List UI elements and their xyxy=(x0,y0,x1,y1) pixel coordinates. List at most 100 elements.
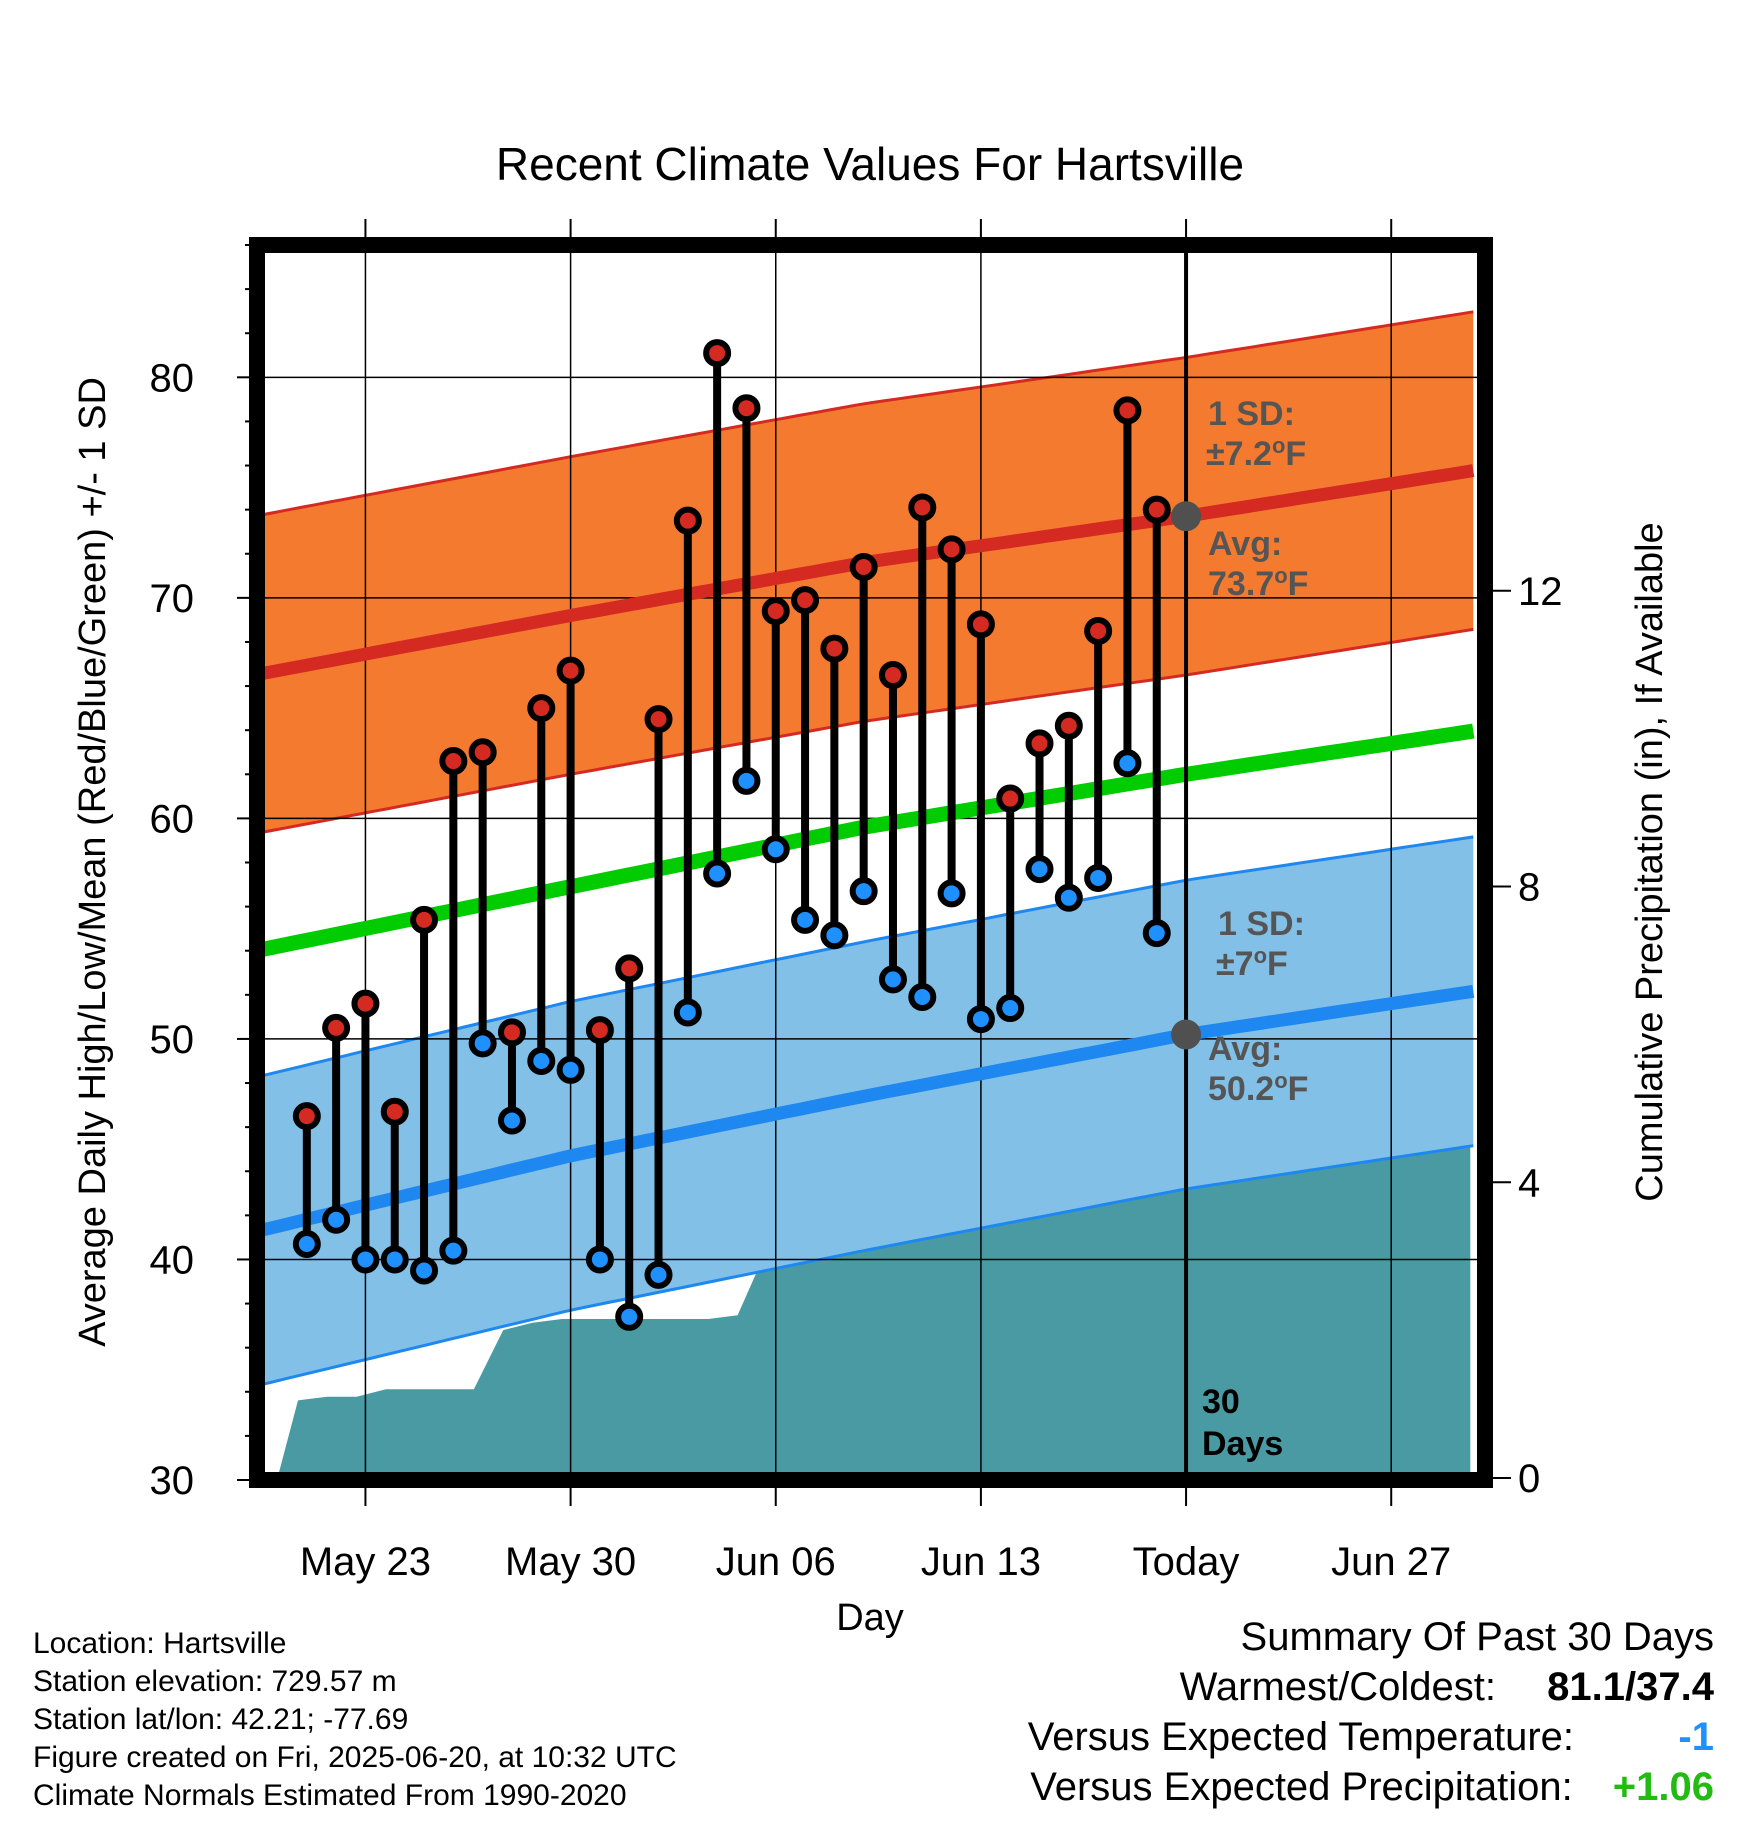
precip-anomaly-row: Versus Expected Precipitation: +1.06 xyxy=(1028,1762,1714,1812)
y-tick-label: 60 xyxy=(150,797,195,841)
days-count-number: 30 xyxy=(1202,1383,1240,1421)
daily-low-point xyxy=(791,905,820,934)
daily-low-point xyxy=(439,1236,468,1265)
precip-anomaly-value: +1.06 xyxy=(1612,1765,1714,1809)
summary-panel: Summary Of Past 30 Days Warmest/Coldest:… xyxy=(1028,1612,1714,1812)
chart-title: Recent Climate Values For Hartsville xyxy=(496,138,1244,190)
temp-anomaly-value: -1 xyxy=(1678,1715,1714,1759)
high-avg-value: 73.7oF xyxy=(1208,563,1308,603)
daily-low-point xyxy=(966,1005,995,1034)
daily-high-point xyxy=(527,694,556,723)
daily-low-point xyxy=(761,835,790,864)
daily-low-point xyxy=(996,994,1025,1023)
daily-low-point xyxy=(292,1230,321,1259)
daily-high-point xyxy=(292,1102,321,1131)
y-tick-label: 70 xyxy=(150,577,195,621)
daily-low-point xyxy=(937,879,966,908)
high-sd-label: 1 SD: xyxy=(1208,395,1295,433)
temp-anomaly-row: Versus Expected Temperature: -1 xyxy=(1028,1712,1714,1762)
low-avg-marker xyxy=(1171,1019,1202,1050)
low-sd-label: 1 SD: xyxy=(1218,905,1305,943)
daily-high-point xyxy=(849,552,878,581)
daily-high-point xyxy=(468,738,497,767)
daily-high-point xyxy=(644,705,673,734)
x-tick-label: May 23 xyxy=(300,1540,431,1584)
y-axis-label-left: Average Daily High/Low/Mean (Red/Blue/Gr… xyxy=(72,377,114,1347)
high-avg-label: Avg: xyxy=(1208,525,1282,563)
daily-high-point xyxy=(1054,711,1083,740)
warmest-coldest-label: Warmest/Coldest: xyxy=(1179,1665,1496,1709)
x-tick-label: Jun 13 xyxy=(921,1540,1041,1584)
daily-low-point xyxy=(380,1245,409,1274)
daily-high-point xyxy=(761,597,790,626)
daily-high-point xyxy=(820,634,849,663)
location-text: Location: Hartsville xyxy=(33,1627,287,1660)
daily-high-point xyxy=(908,493,937,522)
daily-high-point xyxy=(615,954,644,983)
daily-low-point xyxy=(849,877,878,906)
daily-low-point xyxy=(322,1205,351,1234)
precip-anomaly-label: Versus Expected Precipitation: xyxy=(1030,1765,1573,1809)
daily-high-point xyxy=(996,784,1025,813)
y2-tick-label: 4 xyxy=(1518,1161,1540,1205)
x-axis-label: Day xyxy=(836,1597,904,1639)
daily-low-point xyxy=(1142,919,1171,948)
plot-content xyxy=(257,245,1485,1480)
daily-low-point xyxy=(703,859,732,888)
latlon-text: Station lat/lon: 42.21; -77.69 xyxy=(33,1703,409,1736)
daily-low-point xyxy=(468,1029,497,1058)
high-sd-value: ±7.2oF xyxy=(1206,433,1306,473)
daily-high-point xyxy=(791,586,820,615)
daily-high-point xyxy=(439,747,468,776)
daily-low-point xyxy=(410,1256,439,1285)
y-tick-label: 80 xyxy=(150,356,195,400)
daily-low-point xyxy=(527,1046,556,1075)
plot-frame xyxy=(249,237,1493,1488)
y-axis-label-right: Cumulative Precipitation (in), If Availa… xyxy=(1629,522,1671,1201)
y-tick-label: 50 xyxy=(150,1018,195,1062)
daily-high-point xyxy=(937,535,966,564)
daily-high-point xyxy=(497,1018,526,1047)
daily-high-point xyxy=(1084,616,1113,645)
high-band-upper-edge xyxy=(257,310,1474,518)
low-sd-value: ±7oF xyxy=(1216,943,1288,983)
y2-tick-label: 0 xyxy=(1518,1457,1540,1501)
daily-low-point xyxy=(732,766,761,795)
daily-high-point xyxy=(966,610,995,639)
x-tick-label: Jun 27 xyxy=(1331,1540,1451,1584)
daily-low-point xyxy=(820,921,849,950)
daily-high-point xyxy=(1142,495,1171,524)
elevation-text: Station elevation: 729.57 m xyxy=(33,1665,397,1698)
temp-anomaly-label: Versus Expected Temperature: xyxy=(1027,1715,1574,1759)
daily-high-point xyxy=(322,1013,351,1042)
daily-high-point xyxy=(585,1016,614,1045)
daily-low-point xyxy=(1084,863,1113,892)
created-text: Figure created on Fri, 2025-06-20, at 10… xyxy=(33,1741,677,1774)
daily-high-point xyxy=(410,905,439,934)
x-tick-label: Today xyxy=(1133,1540,1240,1584)
low-avg-value: 50.2oF xyxy=(1208,1068,1308,1108)
daily-low-point xyxy=(908,983,937,1012)
daily-low-point xyxy=(1054,883,1083,912)
daily-low-point xyxy=(644,1260,673,1289)
daily-low-point xyxy=(673,998,702,1027)
daily-low-point xyxy=(615,1302,644,1331)
daily-low-point xyxy=(1113,749,1142,778)
daily-low-point xyxy=(1025,855,1054,884)
normal-low-line xyxy=(257,984,1475,1238)
daily-high-point xyxy=(878,661,907,690)
low-band-lower-edge xyxy=(257,1144,1474,1388)
daily-high-point xyxy=(1025,729,1054,758)
low-sd-band xyxy=(257,836,1474,1386)
daily-high-point xyxy=(673,506,702,535)
low-avg-label: Avg: xyxy=(1208,1030,1282,1068)
daily-high-point xyxy=(732,394,761,423)
daily-low-point xyxy=(351,1245,380,1274)
daily-low-point xyxy=(556,1055,585,1084)
daily-low-point xyxy=(878,965,907,994)
daily-high-point xyxy=(703,339,732,368)
daily-high-point xyxy=(351,989,380,1018)
y-tick-label: 40 xyxy=(150,1238,195,1282)
